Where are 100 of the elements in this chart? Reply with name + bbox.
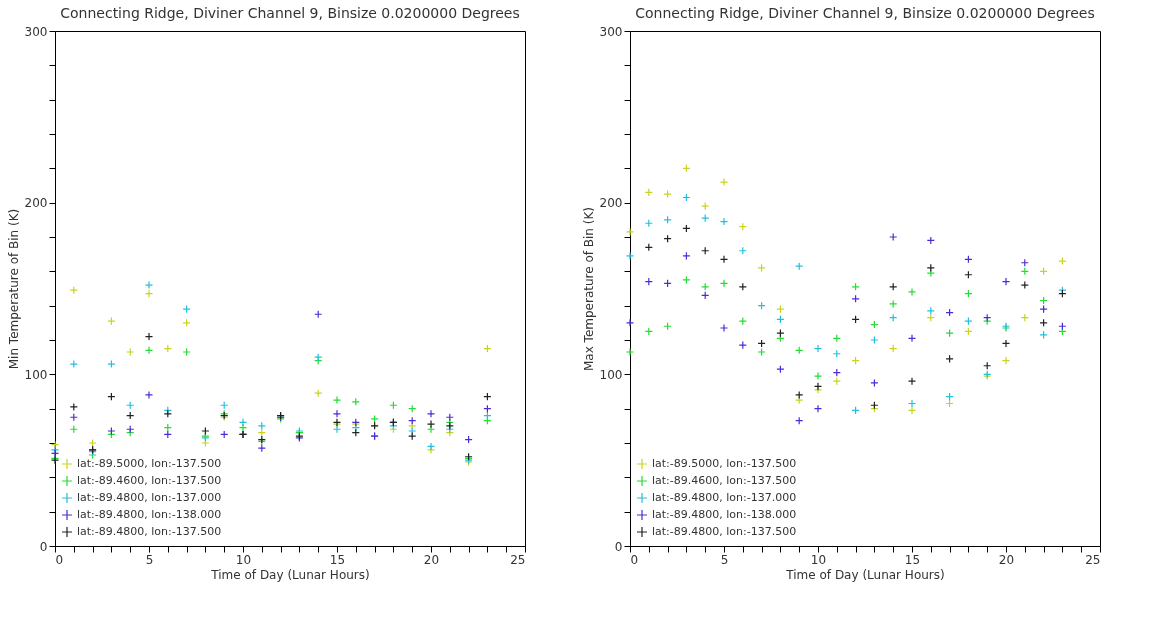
x-axis-title: Time of Day (Lunar Hours) [785, 567, 945, 582]
point [701, 201, 710, 211]
x-tick-label: 15 [904, 552, 921, 567]
y-tick-label: 300 [599, 24, 623, 39]
x-tick-label: 10 [810, 552, 827, 567]
point [945, 354, 954, 364]
y-tick-label: 0 [39, 539, 48, 554]
legend-label: lat:-89.5000, lon:-137.500 [77, 457, 222, 470]
point [1058, 256, 1067, 266]
legend-label: lat:-89.4800, lon:-138.000 [77, 508, 222, 521]
point [945, 329, 954, 338]
point [238, 418, 248, 427]
legend-label: lat:-89.5000, lon:-137.500 [652, 457, 797, 470]
point [907, 377, 917, 386]
point [144, 332, 154, 341]
point [1039, 330, 1048, 339]
point [870, 378, 879, 388]
point [50, 440, 60, 449]
point [182, 347, 191, 357]
point [719, 177, 729, 187]
point [144, 280, 154, 290]
point [682, 251, 691, 261]
chart-title: Connecting Ridge, Diviner Channel 9, Binsize 0.0200000 Degrees [635, 5, 1095, 21]
y-tick-label: 0 [614, 539, 623, 554]
point [813, 404, 823, 413]
point [926, 268, 935, 278]
x-axis-title: Time of Day (Lunar Hours) [210, 567, 370, 582]
point [144, 346, 154, 355]
point [719, 323, 729, 333]
point [182, 304, 191, 314]
x-tick-label: 15 [329, 552, 346, 567]
point [1001, 277, 1011, 286]
legend-label: lat:-89.4600, lon:-137.500 [652, 474, 797, 487]
x-tick-label: 25 [1085, 552, 1101, 567]
y-tick-label: 100 [599, 367, 623, 382]
point [201, 426, 210, 436]
point [813, 371, 823, 381]
point [719, 217, 729, 226]
point [719, 255, 729, 264]
point [926, 263, 935, 273]
point [88, 438, 97, 448]
point [907, 399, 917, 408]
point [625, 251, 635, 261]
point [870, 335, 879, 345]
point [107, 359, 116, 369]
y-axis-title: Min Temperature of Bin (K) [6, 208, 21, 370]
point [757, 347, 766, 357]
point [757, 263, 766, 273]
point [964, 316, 973, 326]
legend-label: lat:-89.4800, lon:-137.500 [652, 525, 797, 538]
point [50, 449, 60, 458]
point [776, 329, 785, 338]
point [776, 304, 785, 314]
x-tick-label: 20 [998, 552, 1015, 567]
point [1039, 304, 1048, 314]
chart-title: Connecting Ridge, Diviner Channel 9, Binsize 0.0200000 Degrees [60, 5, 520, 21]
point [625, 227, 635, 236]
point [889, 299, 898, 309]
point [663, 189, 672, 199]
legend-label: lat:-89.4800, lon:-138.000 [652, 508, 797, 521]
point [1020, 280, 1029, 290]
point [738, 341, 747, 350]
point [69, 402, 78, 412]
point [625, 318, 635, 327]
y-tick-label: 100 [24, 367, 48, 382]
x-tick-label: 10 [235, 552, 252, 567]
y-axis-title: Max Temperature of Bin (K) [581, 206, 596, 372]
point [370, 414, 379, 424]
x-tick-label: 20 [423, 552, 440, 567]
point [682, 275, 691, 285]
point [426, 419, 436, 429]
point [795, 395, 804, 405]
point [238, 423, 248, 432]
point [50, 445, 60, 454]
point [889, 232, 898, 242]
point [907, 406, 917, 415]
point [813, 344, 823, 353]
point [408, 426, 417, 436]
y-tick-label: 200 [599, 196, 623, 211]
point [1001, 356, 1011, 365]
legend-label: lat:-89.4800, lon:-137.000 [652, 491, 797, 504]
legend-label: lat:-89.4600, lon:-137.500 [77, 474, 222, 487]
point [107, 426, 116, 436]
point [144, 390, 154, 400]
point [426, 409, 436, 418]
point [1001, 339, 1011, 348]
point [332, 395, 342, 405]
point [907, 287, 917, 297]
point [738, 316, 747, 326]
x-tick-label: 5 [145, 552, 154, 567]
x-tick-label: 5 [720, 552, 729, 567]
point [107, 316, 116, 326]
y-tick-label: 300 [24, 24, 48, 39]
point [144, 289, 154, 298]
point [126, 347, 135, 357]
legend-label: lat:-89.4800, lon:-137.500 [77, 525, 222, 538]
y-tick-label: 200 [24, 196, 48, 211]
point [69, 359, 78, 369]
legend-label: lat:-89.4800, lon:-137.000 [77, 491, 222, 504]
point [426, 425, 436, 434]
